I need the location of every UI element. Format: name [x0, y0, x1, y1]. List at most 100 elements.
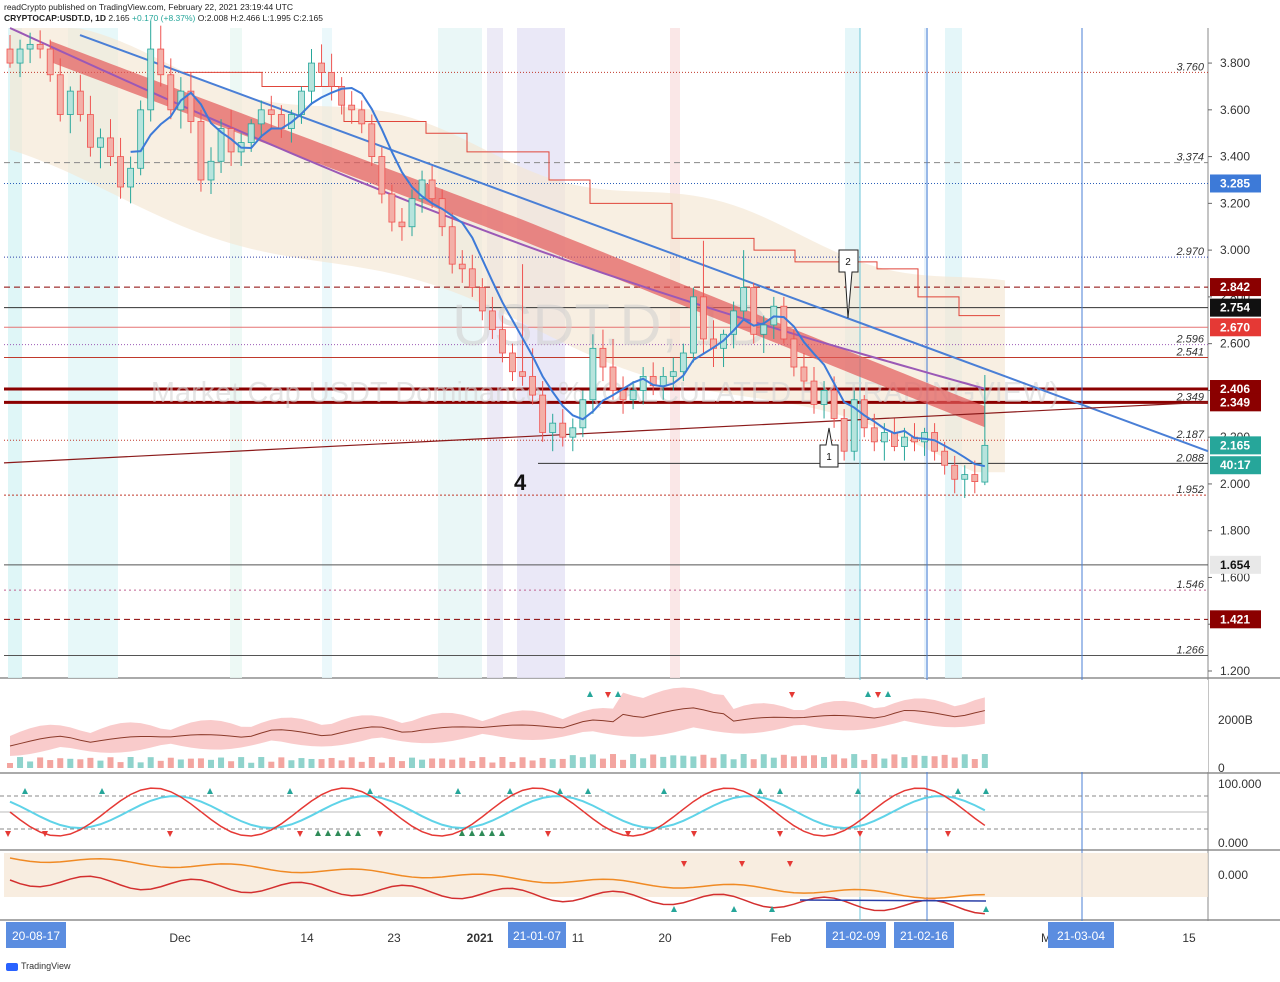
candle-body: [599, 347, 607, 368]
signal-arrow-icon: [885, 691, 891, 697]
price-badge-label: 2.670: [1220, 320, 1250, 334]
volume-bar: [951, 757, 958, 768]
last-price: 2.165: [108, 13, 130, 23]
time-tick-label: 15: [1182, 931, 1196, 945]
candle-body: [850, 399, 858, 452]
price-badge: [1210, 610, 1261, 629]
volume-bar: [177, 759, 184, 768]
volume-bar: [539, 757, 546, 768]
price-badge-label: 2.349: [1220, 395, 1250, 409]
tradingview-brand: TradingView: [6, 961, 71, 971]
volume-bar: [790, 756, 797, 768]
volume-bar: [650, 754, 657, 768]
volume-bar: [750, 759, 757, 768]
highlight-band: [517, 28, 565, 678]
osc-up-arrow-icon: [557, 788, 563, 794]
volume-bar: [549, 759, 556, 768]
volume-bar: [660, 756, 667, 768]
osc-red-line: [9, 787, 986, 837]
candle-body: [267, 109, 275, 115]
osc-cluster-arrow-icon: [499, 830, 505, 836]
level-label: 2.187: [1175, 429, 1204, 441]
date-badge: [894, 922, 954, 948]
volume-bar: [419, 759, 426, 768]
candle-body: [679, 352, 687, 373]
candle-body: [217, 128, 225, 162]
candle-body: [137, 109, 145, 169]
volume-bar: [378, 762, 385, 768]
volume-bar: [208, 759, 214, 768]
osc-cluster-arrow-icon: [489, 830, 495, 836]
candle-body: [16, 48, 24, 64]
osc-up-arrow-icon: [757, 788, 763, 794]
volume-bar: [489, 762, 496, 768]
candle-body: [880, 432, 888, 443]
candle-body: [107, 137, 114, 157]
level-label: 2.596: [1175, 334, 1204, 346]
volume-bar: [167, 757, 174, 768]
price-tick-label: 2.000: [1220, 477, 1250, 491]
volume-bar: [358, 761, 365, 768]
volume-bar: [720, 754, 727, 768]
candle-body: [398, 221, 406, 228]
time-tick-label: 14: [300, 931, 314, 945]
price-tick-label: 2.600: [1220, 337, 1250, 351]
candle-body: [529, 375, 536, 396]
candle-body: [840, 418, 848, 452]
candle-body: [740, 287, 748, 312]
osc2-divergence-line: [799, 899, 987, 902]
price-change: +0.170 (+8.37%): [132, 13, 196, 23]
volume-bar: [228, 761, 235, 768]
volume-bar: [509, 761, 516, 768]
candle-body: [790, 338, 798, 368]
volume-bar: [881, 758, 888, 768]
volume-bar: [831, 754, 838, 768]
ohlc: O:2.008 H:2.466 L:1.995 C:2.165: [197, 13, 323, 23]
candle-body: [539, 394, 547, 433]
level-label: 2.349: [1175, 391, 1204, 403]
candle-body: [559, 422, 567, 438]
volume-bar: [238, 757, 245, 768]
price-badge-label: 2.406: [1220, 382, 1250, 396]
signal-arrow-icon: [615, 691, 621, 697]
volume-bar: [921, 755, 928, 768]
candle-body: [478, 287, 486, 312]
price-badge: [1210, 555, 1261, 574]
candle-body: [197, 121, 205, 181]
candle-body: [760, 324, 768, 335]
volume-bar: [197, 758, 204, 768]
candle-body: [378, 156, 386, 195]
volume-bar: [147, 757, 154, 768]
price-tick-label: 3.600: [1220, 103, 1250, 117]
volume-bar: [479, 757, 486, 768]
osc-down-arrow-icon: [167, 831, 173, 837]
candle-body: [750, 287, 758, 335]
candle-body: [870, 427, 878, 443]
price-badge-label: 1.654: [1220, 558, 1250, 572]
volume-bar: [37, 757, 44, 768]
candle-body: [468, 268, 476, 288]
volume-bar: [67, 758, 74, 768]
trendline-support: [3, 401, 1209, 464]
volume-bar: [911, 755, 918, 768]
level-label: 2.541: [1175, 346, 1204, 358]
volume-bar: [871, 754, 878, 768]
time-tick-label: M: [1041, 931, 1051, 945]
date-badge: [1048, 922, 1114, 948]
volume-bar: [690, 756, 697, 768]
volume-bar: [338, 760, 345, 768]
candle-body: [780, 305, 788, 340]
candle-body: [388, 193, 396, 223]
volume-bar: [499, 757, 506, 768]
price-badge: [1210, 318, 1261, 337]
trendline-blue: [79, 34, 1209, 453]
price-tick-label: 3.000: [1220, 243, 1250, 257]
candle-body: [971, 474, 979, 482]
osc-up-arrow-icon: [983, 788, 989, 794]
candle-body: [6, 48, 14, 64]
volume-bar: [288, 760, 295, 768]
osc-down-arrow-icon: [297, 831, 303, 837]
volume-bar: [469, 761, 476, 768]
